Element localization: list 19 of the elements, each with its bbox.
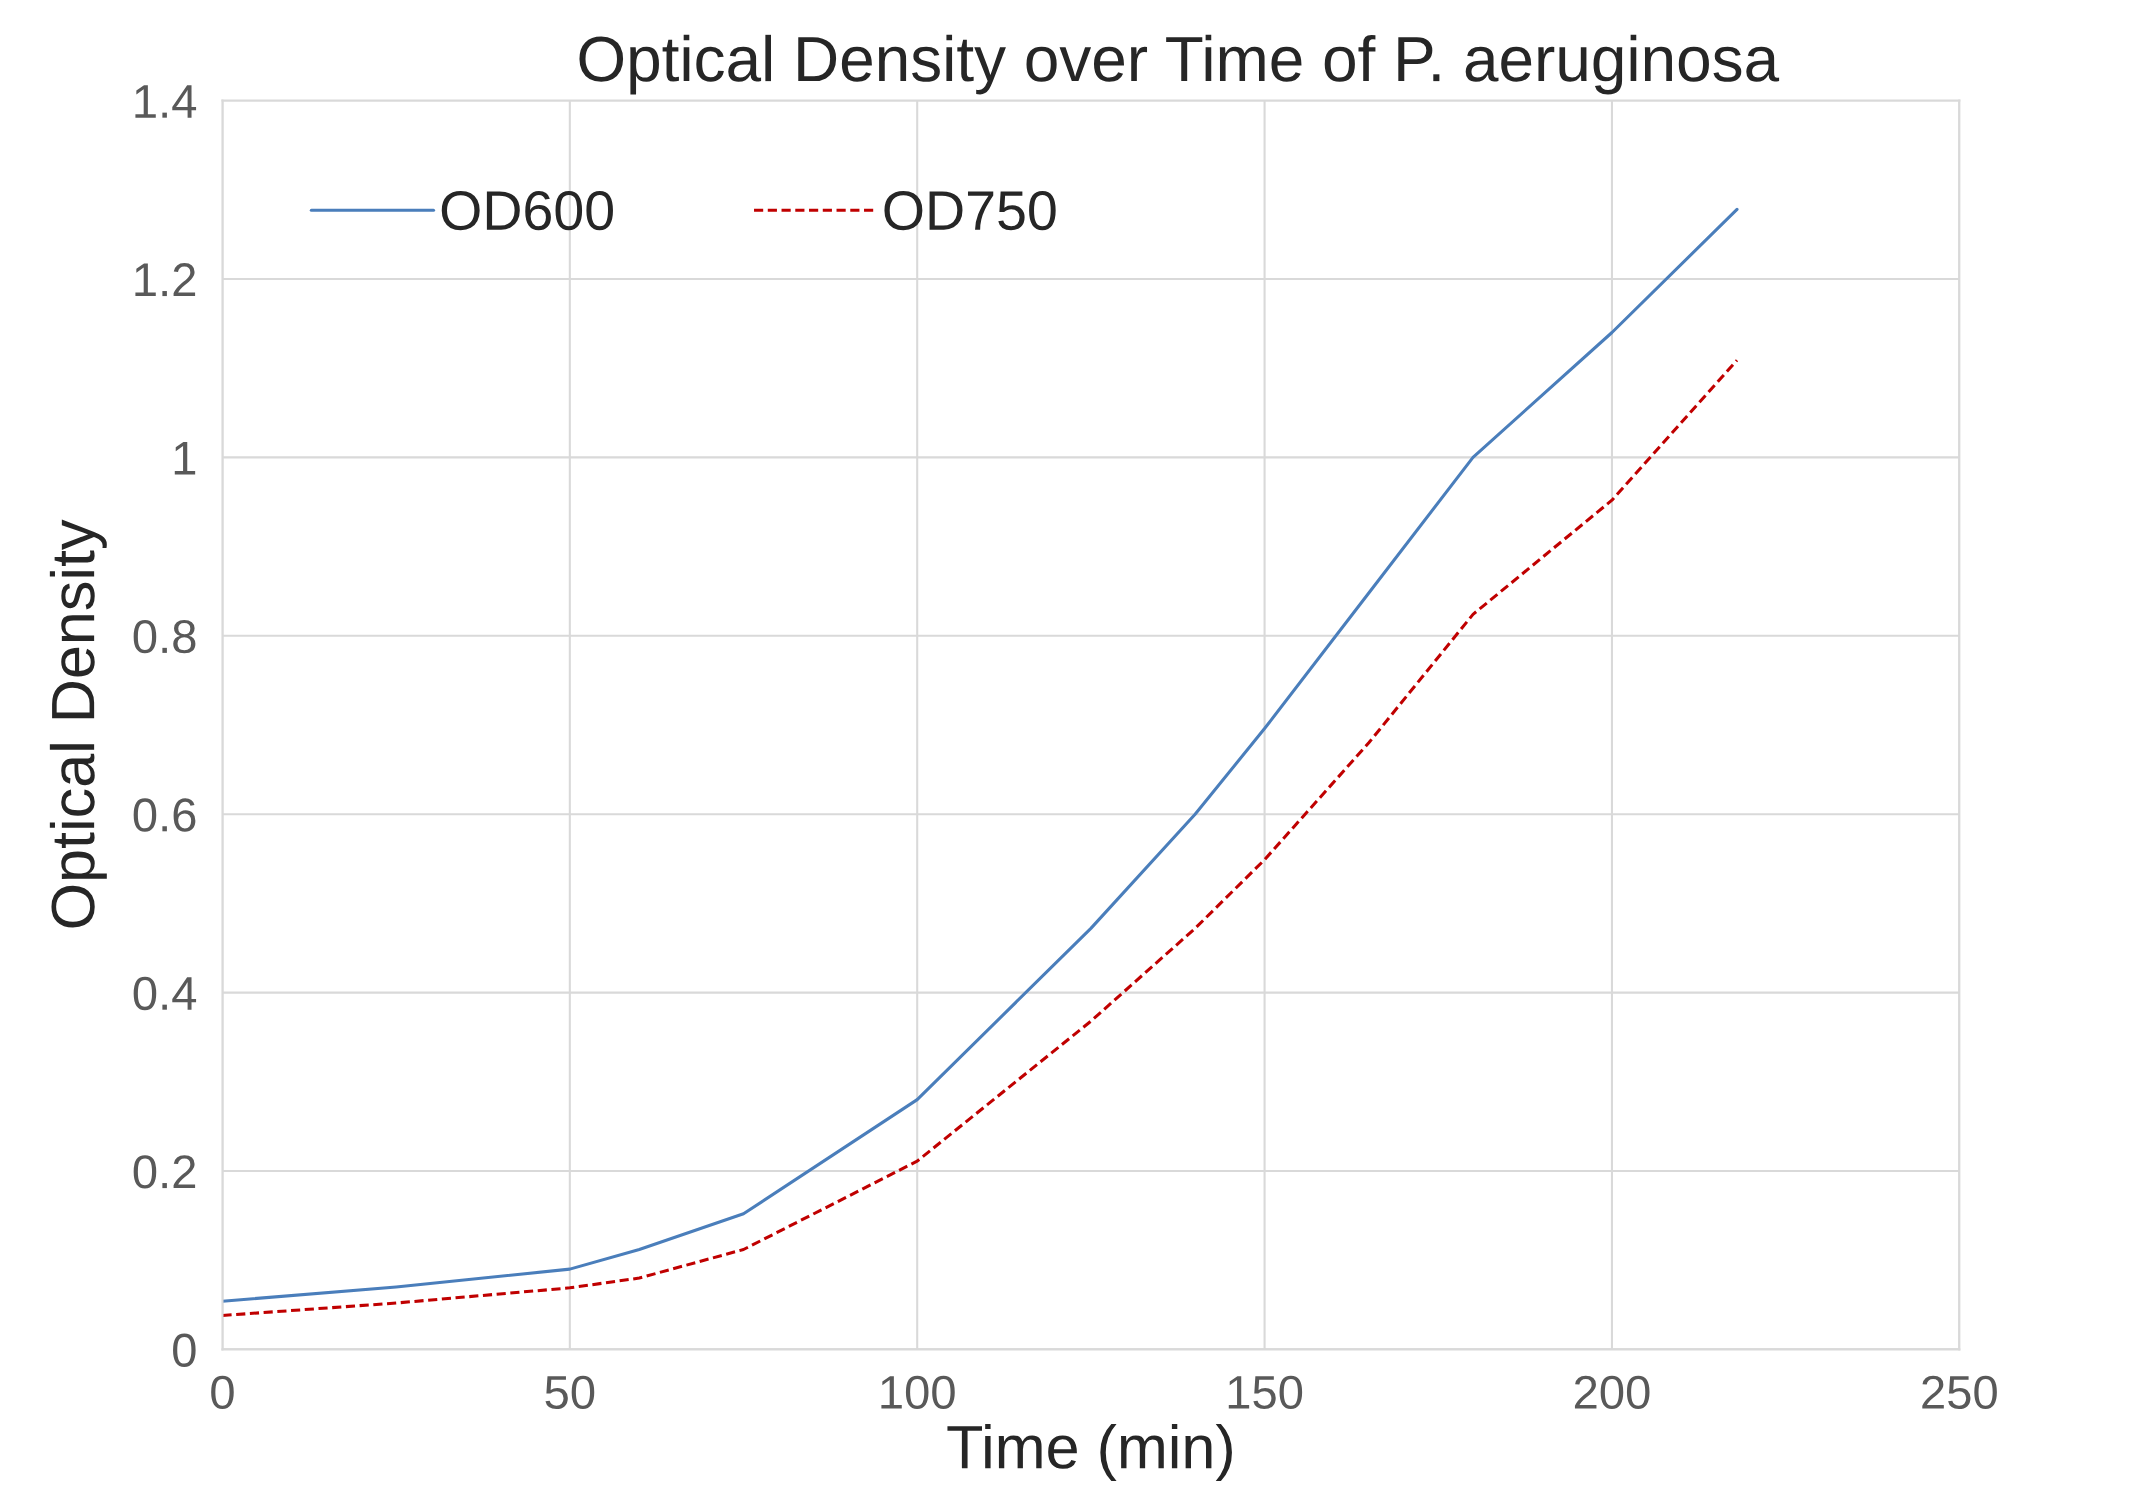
y-tick-label: 1.4 [135,85,197,118]
y-tick-label: 0.4 [133,976,197,1011]
y-axis-title: Optical Density [49,519,107,928]
x-tick-label: 250 [1922,1375,1997,1410]
chart-title: Optical Density over Time of P. aeruginosa [579,34,1780,95]
legend-label: OD600 [441,190,613,231]
y-tick-label: 0.6 [133,798,196,832]
x-tick-label: 0 [211,1375,234,1410]
y-tick-label: 0 [173,1333,196,1367]
y-tick-label: 0.8 [133,619,196,654]
legend-label: OD750 [884,190,1056,231]
x-tick-label: 100 [881,1375,955,1410]
y-tick-label: 0.2 [133,1155,196,1189]
y-tick-label: 1 [174,442,196,475]
x-tick-label: 200 [1574,1375,1650,1410]
x-tick-label: 150 [1228,1375,1303,1410]
x-tick-label: 50 [545,1375,595,1410]
y-tick-label: 1.2 [135,263,196,297]
x-axis-title: Time (min) [947,1423,1232,1481]
